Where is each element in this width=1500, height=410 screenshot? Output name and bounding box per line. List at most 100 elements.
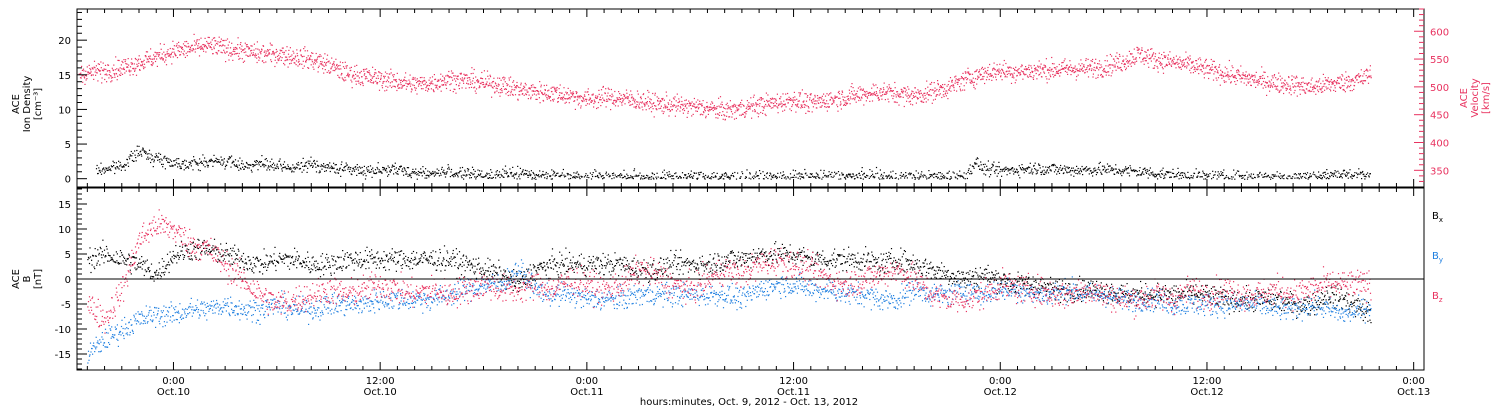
density-series-point: [1069, 169, 1072, 171]
density-series-point: [1107, 168, 1109, 170]
velocity-series-point: [940, 85, 942, 87]
density-series-point: [109, 169, 111, 171]
density-series-point: [859, 174, 861, 176]
velocity-series-point: [956, 90, 958, 92]
density-series-point: [1184, 174, 1186, 176]
velocity-series-point: [82, 81, 84, 83]
density-series-point: [1293, 173, 1295, 175]
velocity-series-point: [331, 63, 334, 65]
velocity-series-point: [1115, 55, 1117, 57]
density-series-point: [1357, 173, 1359, 175]
velocity-series-point: [254, 54, 256, 57]
velocity-series-point: [650, 106, 652, 109]
velocity-series-point: [214, 40, 216, 42]
velocity-series-point: [357, 75, 359, 77]
velocity-series-point: [114, 69, 116, 71]
velocity-series-point: [810, 94, 812, 96]
velocity-series-point: [1014, 69, 1016, 71]
velocity-series-point: [141, 64, 143, 66]
density-series-point: [376, 166, 378, 169]
density-series-point: [613, 177, 615, 179]
velocity-series-point: [1055, 68, 1057, 70]
density-series-point: [286, 168, 288, 170]
velocity-series-point: [377, 77, 379, 79]
velocity-series-point: [701, 103, 703, 105]
velocity-series-point: [594, 96, 597, 99]
density-series-point: [243, 168, 245, 170]
density-series-point: [1044, 171, 1046, 173]
velocity-series-point: [808, 107, 810, 109]
velocity-series-point: [556, 89, 558, 91]
density-series-point: [312, 166, 314, 168]
density-series-point: [305, 165, 307, 167]
velocity-series-point: [607, 100, 609, 102]
velocity-series-point: [1154, 65, 1156, 67]
velocity-series-point: [686, 103, 689, 105]
velocity-series-point: [619, 98, 622, 100]
velocity-series-point: [189, 46, 191, 48]
velocity-series-point: [272, 52, 274, 54]
velocity-series-point: [453, 88, 455, 90]
density-series-point: [1099, 161, 1101, 163]
density-series-point: [468, 168, 470, 170]
velocity-series-point: [738, 108, 740, 110]
velocity-series-point: [991, 74, 993, 76]
velocity-series-point: [991, 79, 993, 81]
velocity-series-point: [1015, 66, 1017, 68]
velocity-series-point: [477, 81, 479, 84]
velocity-series-point: [163, 51, 165, 53]
density-series-point: [552, 174, 554, 176]
density-series-point: [620, 173, 622, 175]
density-series-point: [1065, 166, 1067, 168]
velocity-series-point: [632, 103, 634, 105]
density-series-point: [1358, 168, 1360, 170]
velocity-series-point: [504, 77, 506, 79]
velocity-series-point: [1099, 67, 1101, 69]
density-series-point: [390, 169, 392, 171]
velocity-series-point: [415, 79, 417, 81]
velocity-series-point: [1039, 73, 1041, 75]
velocity-series-point: [1021, 65, 1023, 67]
velocity-series-point: [827, 106, 829, 108]
velocity-series-point: [593, 106, 595, 108]
density-series-point: [871, 170, 873, 172]
density-series-point: [464, 171, 466, 173]
velocity-series-point: [1106, 55, 1108, 57]
velocity-series-point: [864, 94, 866, 96]
velocity-series-point: [1043, 72, 1046, 74]
velocity-series-point: [761, 98, 763, 100]
density-series-point: [179, 167, 181, 170]
density-series-point: [271, 164, 273, 166]
velocity-series-point: [694, 107, 697, 109]
velocity-series-point: [641, 102, 643, 104]
velocity-series-point: [837, 110, 839, 112]
density-series-point: [404, 169, 406, 171]
velocity-series-point: [896, 91, 898, 93]
density-series-point: [371, 176, 373, 178]
density-series-point: [705, 174, 707, 176]
density-series-point: [1266, 175, 1268, 177]
velocity-series-point: [283, 62, 285, 65]
velocity-series-point: [881, 91, 883, 93]
velocity-series-point: [363, 74, 365, 76]
density-series-point: [1121, 170, 1123, 173]
density-series-point: [1321, 177, 1323, 179]
velocity-series-point: [296, 52, 298, 55]
velocity-series-point: [263, 62, 265, 64]
density-series-point: [421, 171, 423, 174]
density-series-point: [1169, 176, 1171, 178]
velocity-series-point: [1036, 69, 1038, 71]
density-series-point: [1203, 178, 1205, 180]
density-series-point: [1214, 171, 1217, 173]
density-series-point: [636, 175, 638, 177]
velocity-series-point: [366, 68, 368, 70]
velocity-series-point: [906, 92, 908, 94]
density-series-point: [994, 172, 996, 174]
velocity-series-point: [810, 93, 812, 95]
velocity-series-point: [488, 84, 490, 86]
density-series-point: [845, 178, 847, 180]
velocity-series-point: [535, 98, 537, 100]
density-series-point: [569, 174, 571, 176]
velocity-series-point: [153, 54, 155, 56]
velocity-series-point: [176, 45, 178, 47]
